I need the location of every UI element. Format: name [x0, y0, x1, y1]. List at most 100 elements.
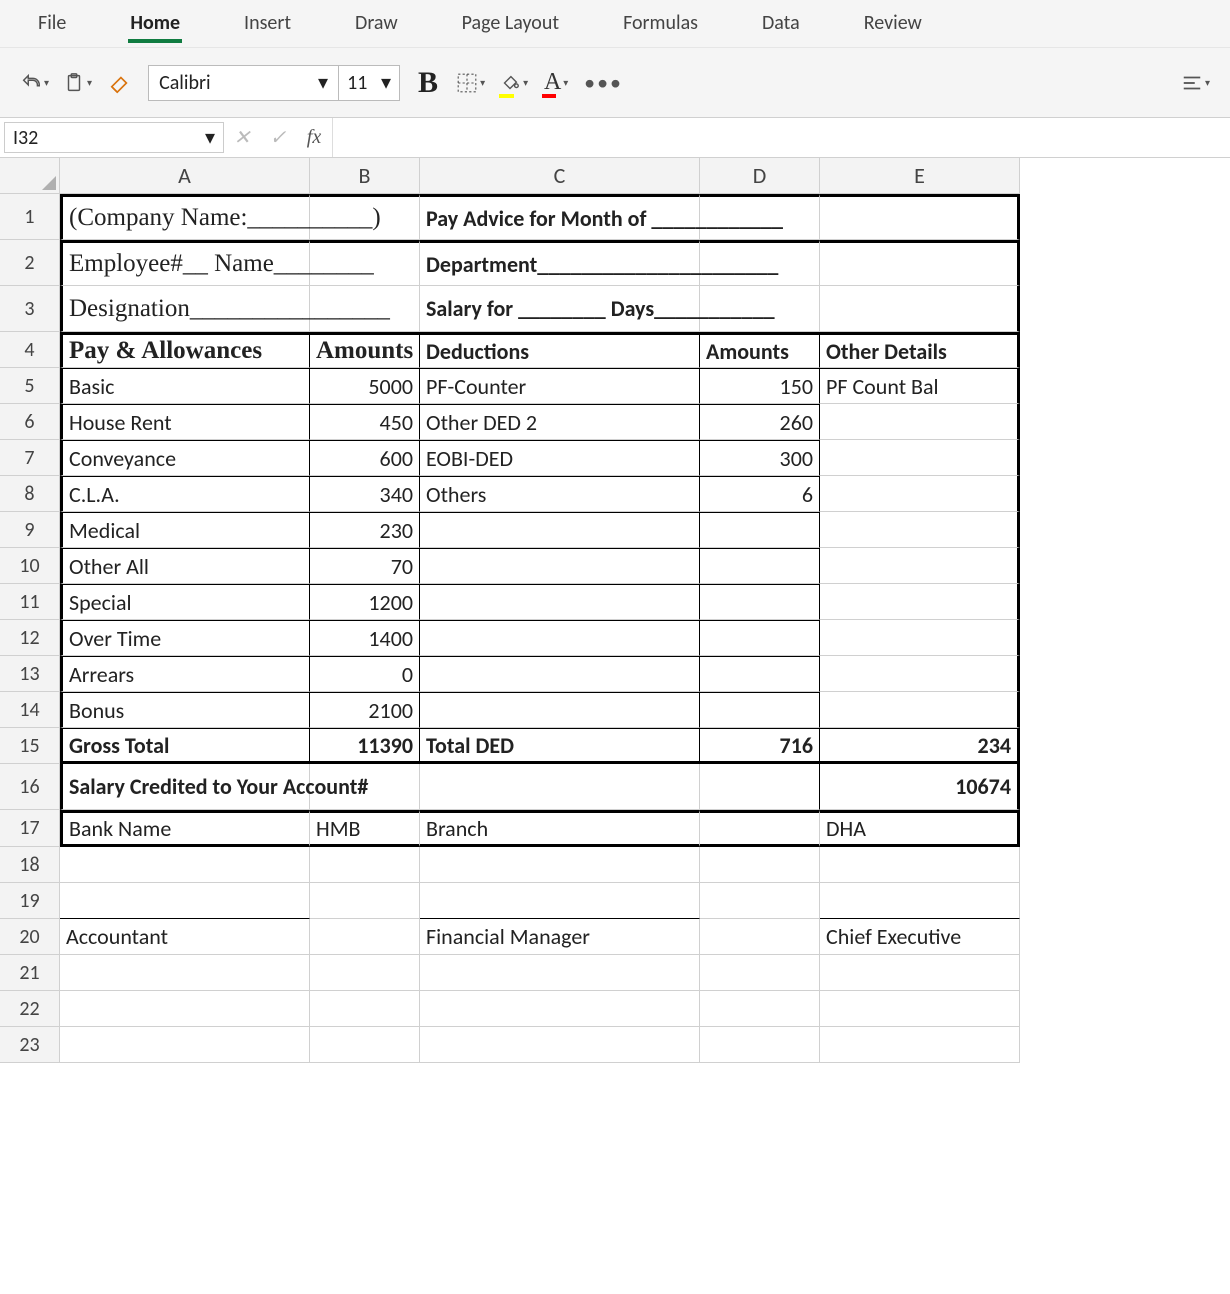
cell[interactable]: Amounts [310, 332, 420, 368]
row-head[interactable]: 6 [0, 404, 60, 440]
tab-data[interactable]: Data [760, 5, 802, 47]
cell[interactable]: Deductions [420, 332, 700, 368]
name-box[interactable]: I32 ▾ [4, 122, 224, 153]
cell[interactable] [700, 883, 820, 919]
row-head[interactable]: 2 [0, 240, 60, 286]
formula-input[interactable] [332, 118, 1230, 157]
undo-button[interactable]: ▾ [20, 64, 49, 102]
col-head-a[interactable]: A [60, 158, 310, 194]
cell[interactable]: 10674 [820, 764, 1020, 810]
cell[interactable] [420, 955, 700, 991]
row-head[interactable]: 5 [0, 368, 60, 404]
row-head[interactable]: 1 [0, 194, 60, 240]
cell[interactable] [700, 1027, 820, 1063]
cell[interactable]: Special [60, 584, 310, 620]
row-head[interactable]: 8 [0, 476, 60, 512]
tab-insert[interactable]: Insert [242, 5, 293, 47]
tab-file[interactable]: File [36, 5, 68, 47]
cell[interactable]: PF-Counter [420, 368, 700, 404]
cell[interactable] [310, 955, 420, 991]
cell[interactable] [420, 764, 700, 810]
cell[interactable] [820, 656, 1020, 692]
row-head[interactable]: 14 [0, 692, 60, 728]
cell[interactable] [420, 991, 700, 1027]
cell[interactable]: PF Count Bal [820, 368, 1020, 404]
confirm-formula-button[interactable]: ✓ [260, 118, 296, 157]
more-button[interactable]: ••• [584, 64, 623, 102]
select-all-corner[interactable] [0, 158, 60, 194]
cell[interactable] [420, 584, 700, 620]
cell[interactable]: Designation________________ [60, 286, 310, 332]
cell[interactable]: Salary Credited to Your Account# [60, 764, 310, 810]
cancel-formula-button[interactable]: ✕ [224, 118, 260, 157]
cell[interactable]: Arrears [60, 656, 310, 692]
cell[interactable] [60, 955, 310, 991]
cell[interactable] [310, 919, 420, 955]
cell[interactable] [700, 512, 820, 548]
paste-button[interactable]: ▾ [63, 64, 92, 102]
cell[interactable] [820, 440, 1020, 476]
tab-review[interactable]: Review [862, 5, 924, 47]
row-head[interactable]: 4 [0, 332, 60, 368]
cell[interactable] [60, 883, 310, 919]
row-head[interactable]: 11 [0, 584, 60, 620]
cell[interactable] [820, 512, 1020, 548]
cell[interactable]: 5000 [310, 368, 420, 404]
cell[interactable]: 1200 [310, 584, 420, 620]
cell[interactable]: (Company Name:__________) [60, 194, 310, 240]
cell[interactable] [420, 883, 700, 919]
col-head-d[interactable]: D [700, 158, 820, 194]
col-head-b[interactable]: B [310, 158, 420, 194]
cell[interactable] [820, 240, 1020, 286]
cell[interactable] [820, 584, 1020, 620]
cell[interactable] [310, 991, 420, 1027]
cell[interactable]: 70 [310, 548, 420, 584]
cell[interactable] [60, 847, 310, 883]
borders-button[interactable]: ▾ [456, 64, 485, 102]
align-button[interactable]: ▾ [1181, 64, 1210, 102]
cell[interactable] [820, 991, 1020, 1027]
cell[interactable] [420, 1027, 700, 1063]
fill-color-button[interactable]: ▾ [499, 64, 528, 102]
row-head[interactable]: 17 [0, 810, 60, 847]
spreadsheet-grid[interactable]: A B C D E 1 (Company Name:__________) Pa… [0, 158, 1230, 1063]
row-head[interactable]: 12 [0, 620, 60, 656]
row-head[interactable]: 3 [0, 286, 60, 332]
cell[interactable] [700, 991, 820, 1027]
row-head[interactable]: 15 [0, 728, 60, 764]
row-head[interactable]: 18 [0, 847, 60, 883]
cell[interactable]: C.L.A. [60, 476, 310, 512]
cell[interactable] [700, 810, 820, 847]
cell[interactable] [60, 991, 310, 1027]
cell[interactable]: Medical [60, 512, 310, 548]
cell[interactable]: Employee#__ Name________ [60, 240, 310, 286]
cell[interactable]: Other DED 2 [420, 404, 700, 440]
font-color-button[interactable]: A ▾ [542, 64, 570, 102]
cell[interactable] [700, 692, 820, 728]
cell[interactable]: Accountant [60, 919, 310, 955]
cell[interactable]: 340 [310, 476, 420, 512]
cell[interactable]: Pay Advice for Month of ____________ [420, 194, 700, 240]
cell[interactable]: Branch [420, 810, 700, 847]
cell[interactable]: 0 [310, 656, 420, 692]
cell[interactable]: 6 [700, 476, 820, 512]
cell[interactable] [820, 620, 1020, 656]
tab-formulas[interactable]: Formulas [621, 5, 700, 47]
cell[interactable] [820, 1027, 1020, 1063]
row-head[interactable]: 19 [0, 883, 60, 919]
cell[interactable] [820, 194, 1020, 240]
cell[interactable]: Other Details [820, 332, 1020, 368]
col-head-e[interactable]: E [820, 158, 1020, 194]
cell[interactable]: House Rent [60, 404, 310, 440]
cell[interactable]: EOBI-DED [420, 440, 700, 476]
col-head-c[interactable]: C [420, 158, 700, 194]
cell[interactable] [700, 548, 820, 584]
cell[interactable]: Chief Executive [820, 919, 1020, 955]
cell[interactable]: Department______________________ [420, 240, 700, 286]
cell[interactable]: 1400 [310, 620, 420, 656]
clear-format-button[interactable] [106, 64, 134, 102]
cell[interactable] [820, 476, 1020, 512]
cell[interactable] [820, 548, 1020, 584]
cell[interactable] [700, 584, 820, 620]
cell[interactable]: Other All [60, 548, 310, 584]
